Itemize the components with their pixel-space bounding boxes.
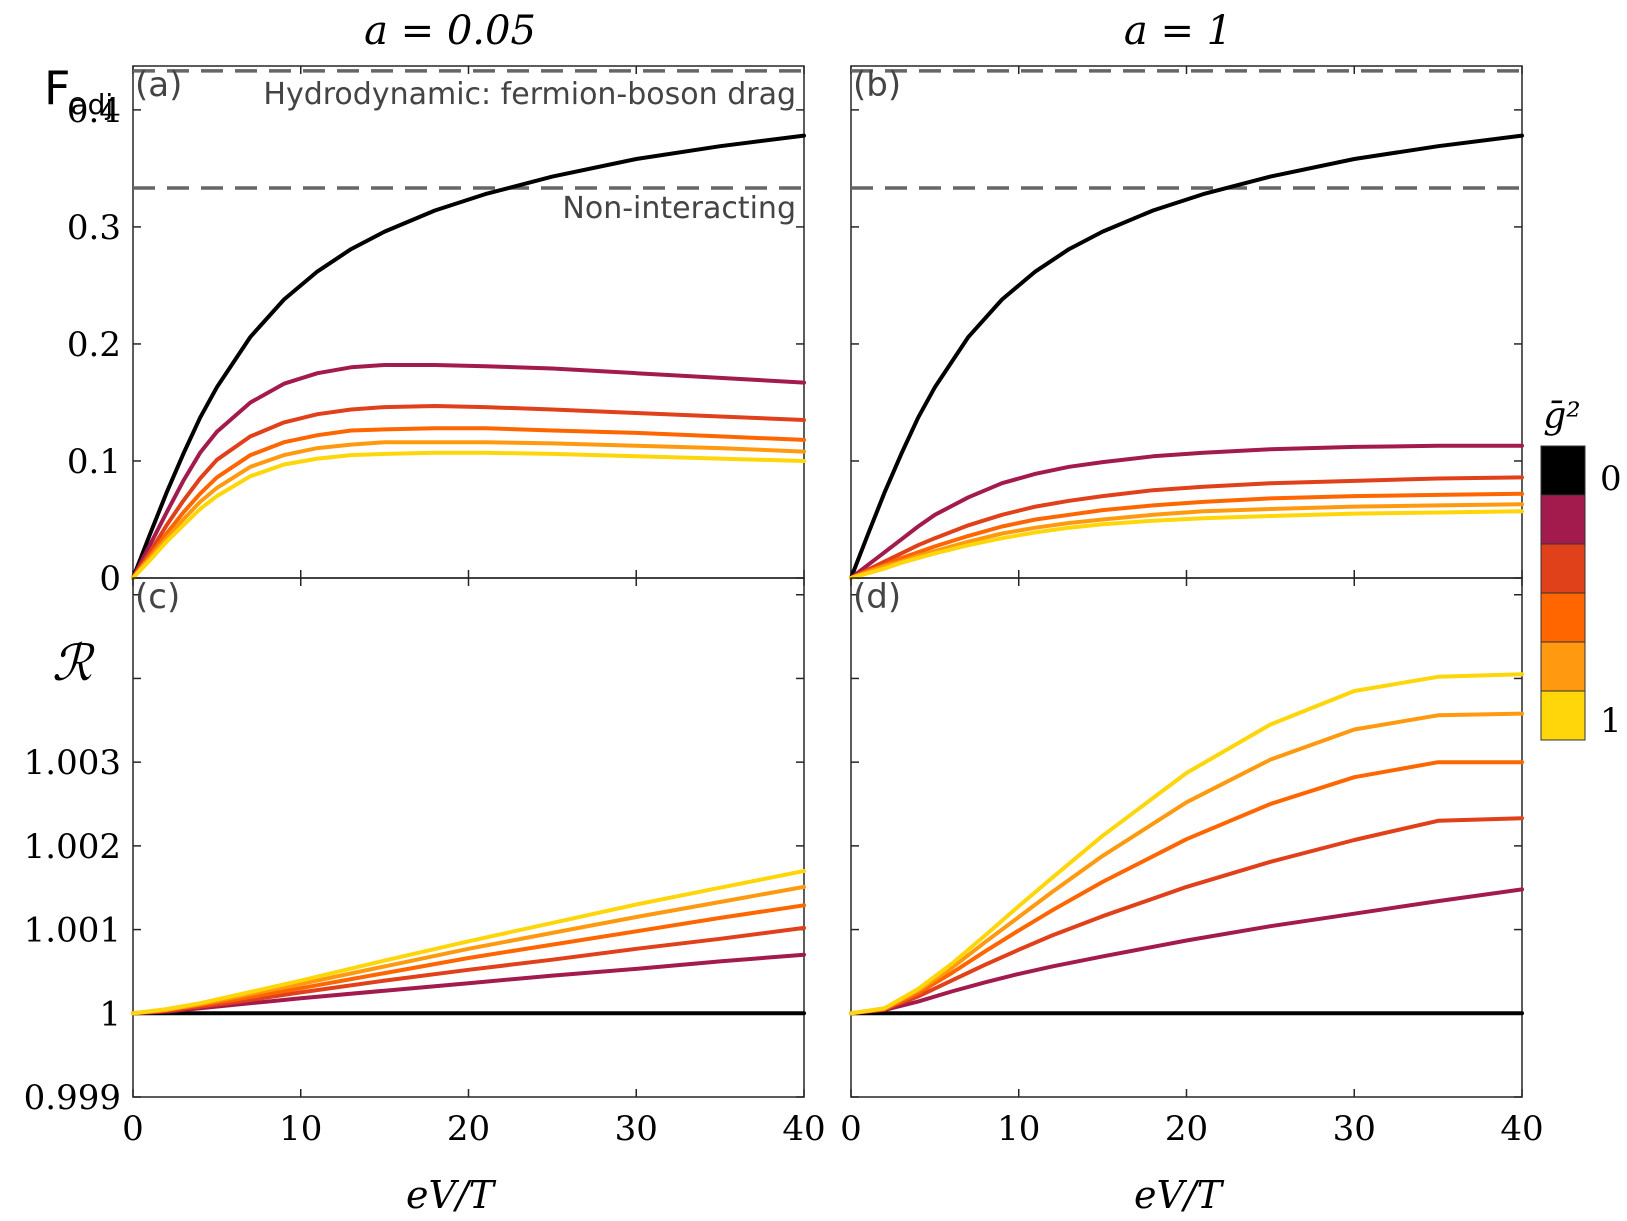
panel-a-label: (a) xyxy=(135,65,182,105)
colorbar-swatch-4 xyxy=(1540,641,1586,692)
column-title-left: a = 0.05 xyxy=(364,8,536,54)
panel-c: 0 10 20 30 40 0.999 1 1.001 1.002 1.003 (c) xyxy=(24,577,826,1149)
panel-a-ytick-label: 0.3 xyxy=(67,208,121,248)
panel-a-ytick-label: 0.2 xyxy=(67,325,121,365)
panel-c-ytick-label: 1.001 xyxy=(24,911,121,951)
panel-a-ytick-label: 0.1 xyxy=(67,442,121,482)
panel-d-series-2 xyxy=(849,816,1524,1016)
panel-a-series-5 xyxy=(131,450,806,580)
panel-a-series-0 xyxy=(131,133,806,580)
panel-b-series-2 xyxy=(849,475,1524,580)
row-label-top-main: F xyxy=(44,61,70,115)
panel-d-xtick-label: 40 xyxy=(1500,1109,1543,1149)
panel-d-series-3 xyxy=(849,760,1524,1016)
panel-c-xtick-label: 0 xyxy=(122,1109,144,1149)
panel-a: 0 0.1 0.2 0.3 0.4 Hydrodynamic: fermion-boson… xyxy=(67,65,806,599)
panel-b-series-3 xyxy=(849,491,1524,580)
panel-d-series-1 xyxy=(849,887,1524,1016)
panel-c-ytick-label: 1 xyxy=(99,994,121,1034)
panel-c-xtick-label: 30 xyxy=(615,1109,658,1149)
colorbar-swatch-1 xyxy=(1540,494,1586,545)
colorbar-swatch-3 xyxy=(1540,592,1586,643)
row-label-top: Fadj xyxy=(44,61,113,121)
panel-b-series-1 xyxy=(849,443,1524,580)
colorbar-min-label: 0 xyxy=(1600,459,1622,499)
panel-d-series-5 xyxy=(849,672,1524,1016)
panel-a-ref-label: Hydrodynamic: fermion-boson drag xyxy=(263,77,796,112)
panel-c-xtick-label: 40 xyxy=(782,1109,825,1149)
panel-b: (b) xyxy=(849,65,1524,580)
panel-c-series-5 xyxy=(131,869,806,1016)
panel-a-ref-label: Non-interacting xyxy=(562,191,796,226)
panel-d-label: (d) xyxy=(853,577,901,617)
panel-c-xtick-label: 10 xyxy=(279,1109,322,1149)
colorbar-max-label: 1 xyxy=(1600,701,1622,741)
colorbar-swatch-5 xyxy=(1540,690,1586,741)
panel-c-frame xyxy=(132,577,805,1098)
panel-c-ytick-label: 0.999 xyxy=(24,1078,121,1118)
panel-c-ytick-label: 1.002 xyxy=(24,827,121,867)
panel-c-series-1 xyxy=(131,952,806,1016)
panel-c-label: (c) xyxy=(135,577,180,617)
panels: 0 0.1 0.2 0.3 0.4 Hydrodynamic: fermion-boson… xyxy=(24,65,1544,1149)
colorbar-swatch-0 xyxy=(1540,445,1586,496)
panel-a-frame xyxy=(132,65,805,579)
panel-d-xtick-label: 30 xyxy=(1333,1109,1376,1149)
panel-c-ytick-label: 1.003 xyxy=(24,743,121,783)
panel-d-xtick-label: 20 xyxy=(1165,1109,1208,1149)
panel-b-label: (b) xyxy=(853,65,901,105)
colorbar-title: ḡ² xyxy=(1543,396,1580,437)
panel-d-xtick-label: 0 xyxy=(840,1109,862,1149)
panel-d-xtick-label: 10 xyxy=(997,1109,1040,1149)
colorbar: ḡ² 0 1 xyxy=(1540,396,1622,741)
panel-d-series-4 xyxy=(849,711,1524,1016)
row-label-bottom: ℛ xyxy=(52,634,95,692)
panel-d: 0 10 20 30 40 (d) xyxy=(840,577,1543,1149)
xlabel-left: eV/T xyxy=(406,1173,497,1217)
panel-a-series-3 xyxy=(131,426,806,580)
xlabel-right: eV/T xyxy=(1134,1173,1225,1217)
panel-a-ytick-label: 0.4 xyxy=(67,91,121,131)
panel-a-ytick-label: 0 xyxy=(99,559,121,599)
panel-a-series-4 xyxy=(131,440,806,580)
panel-a-series-2 xyxy=(131,404,806,580)
row-label-top-sub: adj xyxy=(70,88,113,121)
colorbar-swatch-2 xyxy=(1540,543,1586,594)
panel-b-series-0 xyxy=(849,133,1524,580)
panel-b-series-5 xyxy=(849,509,1524,580)
column-title-right: a = 1 xyxy=(1124,8,1232,54)
panel-a-series-1 xyxy=(131,363,806,580)
panel-c-xtick-label: 20 xyxy=(447,1109,490,1149)
